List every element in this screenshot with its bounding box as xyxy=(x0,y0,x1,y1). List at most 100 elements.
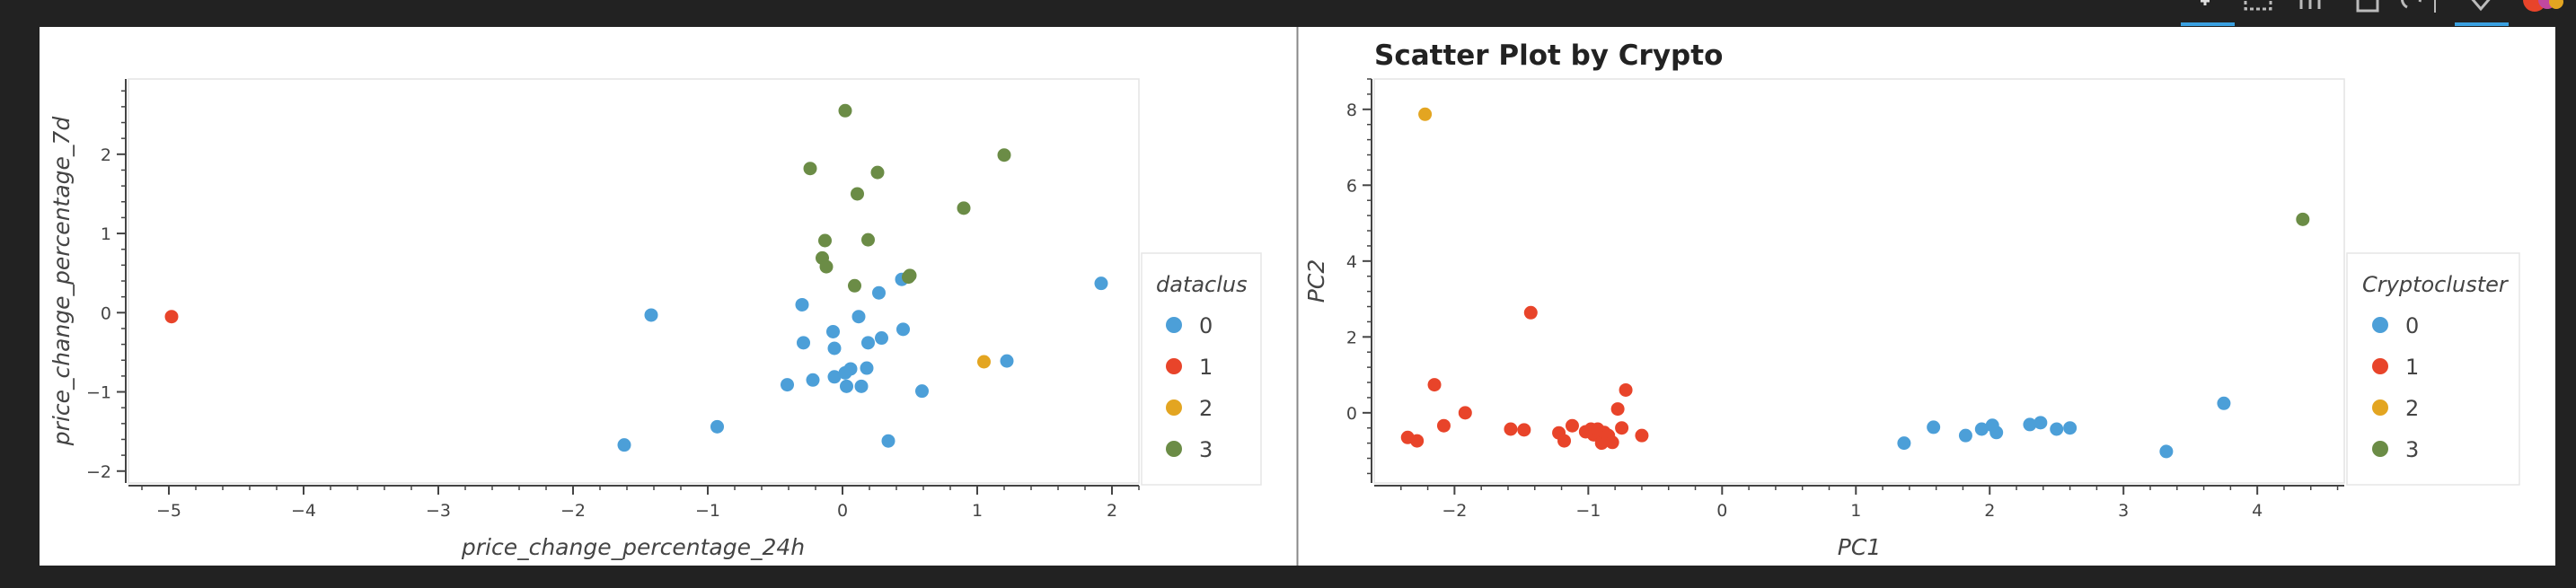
data-point-cluster-1 xyxy=(1517,423,1531,437)
x-tick-label: 0 xyxy=(837,501,848,521)
x-tick-label: 0 xyxy=(1716,501,1727,521)
data-point-cluster-3 xyxy=(861,233,875,247)
chart-pca-crypto: Scatter Plot by Crypto −2 −1 0 1 2 3 4 0 2 4 6 8 P… xyxy=(1303,39,2520,560)
data-point-cluster-1 xyxy=(1523,305,1538,320)
data-point-cluster-0 xyxy=(1897,436,1911,451)
x-tick-label: 1 xyxy=(972,501,983,521)
data-point-cluster-2 xyxy=(1418,107,1433,121)
data-point-cluster-0 xyxy=(2063,421,2078,435)
legend-label: 1 xyxy=(2405,355,2419,380)
data-point-cluster-0 xyxy=(851,310,866,324)
y-axis-label: PC2 xyxy=(1303,259,1329,303)
legend: dataclus 0 1 2 3 xyxy=(1141,252,1262,486)
data-point-cluster-0 xyxy=(1958,428,1972,443)
data-point-cluster-1 xyxy=(1615,421,1629,435)
y-tick-label: 4 xyxy=(1346,252,1357,272)
y-tick-label: 8 xyxy=(1346,101,1357,120)
data-point-cluster-3 xyxy=(2296,212,2310,226)
data-points xyxy=(1400,107,2310,459)
data-point-cluster-3 xyxy=(818,233,832,248)
y-tick-label: 6 xyxy=(1346,176,1357,196)
y-tick-label: 0 xyxy=(1346,404,1357,424)
x-tick-label: −1 xyxy=(695,501,720,521)
x-tick-label: 4 xyxy=(2252,501,2263,521)
legend-label: 2 xyxy=(2405,396,2419,421)
data-point-cluster-0 xyxy=(860,361,874,375)
data-point-cluster-1 xyxy=(1635,428,1649,443)
legend-box xyxy=(1141,252,1262,486)
data-point-cluster-0 xyxy=(826,324,840,338)
data-point-cluster-3 xyxy=(851,187,864,201)
x-tick-label: 2 xyxy=(1984,501,1995,521)
bokeh-toolbar xyxy=(2181,0,2563,26)
data-point-cluster-0 xyxy=(827,341,842,355)
data-point-cluster-0 xyxy=(710,419,724,434)
wheel-zoom-tool-icon[interactable] xyxy=(2299,0,2321,9)
box-zoom-tool-icon[interactable] xyxy=(2244,0,2272,11)
y-tick-label: −1 xyxy=(86,383,111,403)
data-point-cluster-0 xyxy=(806,373,820,387)
data-point-cluster-0 xyxy=(872,285,886,300)
data-point-cluster-0 xyxy=(2159,444,2174,459)
data-point-cluster-0 xyxy=(854,379,869,393)
data-point-cluster-0 xyxy=(861,336,875,350)
legend-label: 0 xyxy=(2405,313,2419,338)
data-point-cluster-0 xyxy=(843,362,858,376)
data-point-cluster-0 xyxy=(827,370,842,384)
data-point-cluster-2 xyxy=(977,355,991,369)
pan-tool-icon[interactable] xyxy=(2181,0,2235,26)
y-tick-label: −2 xyxy=(86,462,111,482)
legend-items: 0 1 2 3 xyxy=(2372,313,2419,462)
data-point-cluster-0 xyxy=(1000,354,1014,368)
data-point-cluster-0 xyxy=(795,297,809,312)
chart-price-change: −5 −4 −3 −2 −1 0 1 2 −2 −1 0 1 2 price_change_perce… xyxy=(49,78,1262,560)
data-point-cluster-0 xyxy=(915,384,929,399)
data-point-cluster-0 xyxy=(1927,420,1941,434)
chart-title: Scatter Plot by Crypto xyxy=(1374,39,1723,72)
y-tick-label: 2 xyxy=(1346,328,1357,347)
data-point-cluster-0 xyxy=(781,378,794,392)
hover-tool-icon[interactable] xyxy=(2455,0,2509,26)
data-point-cluster-3 xyxy=(803,162,817,176)
legend-marker xyxy=(1166,399,1182,416)
plot-area xyxy=(128,78,1140,484)
data-point-cluster-0 xyxy=(1985,418,1999,433)
data-point-cluster-0 xyxy=(875,331,888,346)
x-tick-label: −3 xyxy=(426,501,451,521)
bokeh-logo-icon xyxy=(2523,0,2563,12)
data-point-cluster-0 xyxy=(617,438,631,452)
y-tick-label: 0 xyxy=(101,303,111,323)
legend-title: Cryptocluster xyxy=(2362,272,2510,297)
data-point-cluster-1 xyxy=(1458,406,1472,420)
data-point-cluster-1 xyxy=(1565,418,1579,433)
data-point-cluster-0 xyxy=(644,308,658,322)
x-tick-label: −2 xyxy=(560,501,586,521)
x-tick-label: −2 xyxy=(1442,501,1467,521)
x-axis: −5 −4 −3 −2 −1 0 1 2 xyxy=(128,485,1140,521)
data-point-cluster-1 xyxy=(1619,382,1633,397)
y-axis-label: price_change_percentage_7d xyxy=(49,117,75,447)
data-point-cluster-1 xyxy=(1605,435,1619,450)
data-point-cluster-3 xyxy=(819,259,834,274)
legend-label: 2 xyxy=(1199,396,1213,421)
save-tool-icon[interactable] xyxy=(2356,0,2379,13)
legend-marker xyxy=(1166,358,1182,374)
data-point-cluster-1 xyxy=(1436,418,1451,433)
x-tick-label: −5 xyxy=(156,501,181,521)
data-point-cluster-3 xyxy=(957,201,971,215)
data-points xyxy=(164,103,1108,452)
y-tick-label: 1 xyxy=(101,224,111,244)
data-point-cluster-1 xyxy=(1504,422,1518,436)
legend-marker xyxy=(2372,441,2388,457)
data-point-cluster-1 xyxy=(1557,434,1572,448)
legend-marker xyxy=(1166,441,1182,457)
legend-title: dataclus xyxy=(1156,272,1248,297)
x-axis-label: price_change_percentage_24h xyxy=(461,534,805,560)
data-point-cluster-1 xyxy=(164,310,179,324)
reset-tool-icon[interactable] xyxy=(2401,0,2436,13)
data-point-cluster-3 xyxy=(902,270,915,285)
data-point-cluster-0 xyxy=(2023,417,2037,432)
legend-marker xyxy=(2372,399,2388,416)
data-point-cluster-3 xyxy=(848,278,861,293)
x-tick-label: 1 xyxy=(1850,501,1861,521)
